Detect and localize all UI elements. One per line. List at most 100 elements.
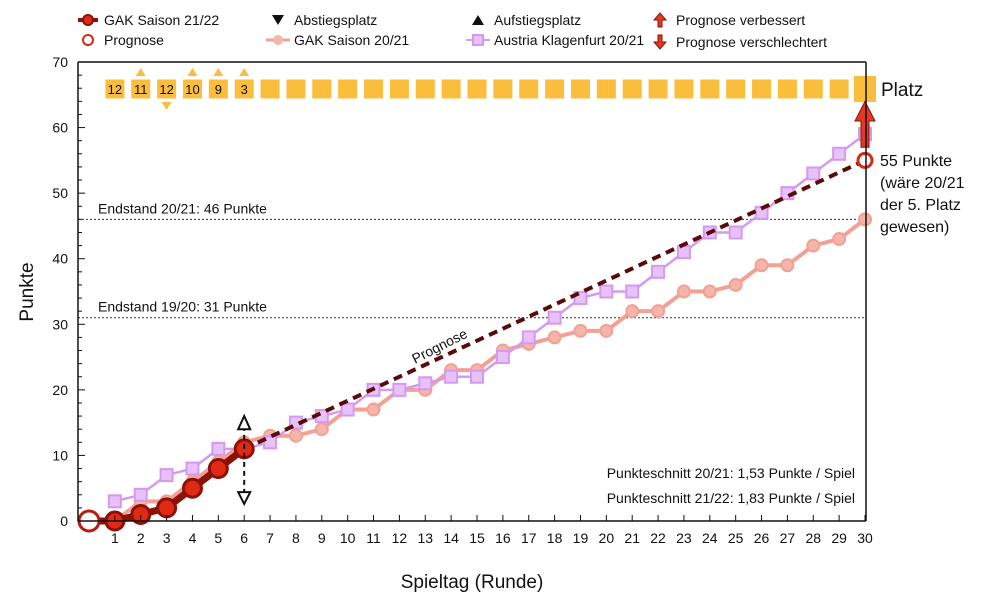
platz-box [467,79,487,99]
gak-2021-point [651,304,666,319]
y-tick-label: 20 [52,382,68,398]
y-tick-label: 30 [52,316,68,332]
platz-box [493,79,513,99]
prognose-line [243,158,866,451]
gak-2021-point [858,212,872,227]
x-tick-label: 20 [599,530,615,546]
platz-box [105,79,125,99]
legend-label: Prognose verschlechtert [676,34,827,50]
x-tick-label: 3 [163,530,171,546]
x-tick-label: 25 [728,530,744,546]
x-tick-label: 21 [624,530,640,546]
legend-label: Aufstiegsplatz [494,12,581,28]
platz-row: 12 11 12 10 9 3 [105,68,876,110]
platz-box [441,79,461,99]
platz-box [519,79,539,99]
legend-marker-icon [82,14,94,26]
legend-item-prognose: Prognose [82,32,164,48]
platz-value: 12 [159,82,173,97]
aufstiegsplatz-icon [236,413,252,431]
gak-2122-point [130,503,152,525]
legend-item-austria: Austria Klagenfurt 20/21 [466,32,644,48]
y-tick-label: 10 [52,447,68,463]
x-tick-label: 24 [702,530,718,546]
platz-box [338,79,358,99]
prognose-line-label: Prognose [409,325,470,367]
austria-point [392,382,407,397]
austria-point [444,369,459,384]
legend-marker-icon [272,15,284,25]
gak-2122-point [156,497,178,519]
x-tick-label: 2 [137,530,145,546]
platz-box [829,79,849,99]
legend-label: Abstiegsplatz [294,12,377,28]
austria-point [211,441,226,456]
platz-box [777,79,797,99]
austria-point [159,468,174,483]
annotation-line-3: der 5. Platz [880,197,961,214]
austria-point [418,376,433,391]
legend-label: Austria Klagenfurt 20/21 [494,32,644,48]
austria-point [470,369,484,384]
platz-box [545,79,565,99]
austria-point [599,284,614,299]
platz-up-icon [213,68,224,76]
gak-2021-point [780,258,795,273]
legend-marker-icon [652,12,668,28]
x-tick-label: 10 [340,530,356,546]
x-tick-label: 12 [392,530,408,546]
platz-box [674,79,694,99]
legend-marker-icon [273,35,283,45]
platz-box [286,79,306,99]
platz-up-icon [135,68,146,76]
x-tick-label: 11 [366,530,381,546]
austria-point [832,146,847,161]
x-tick-label: 8 [292,530,300,546]
gak-2122-point [181,477,203,499]
gak-2021-point [573,323,588,338]
platz-box [596,79,616,99]
legend-item-abstieg: Abstiegsplatz [272,12,377,28]
legend-item-verbessert: Prognose verbessert [652,12,805,28]
reference-line-label: Endstand 20/21: 46 Punkte [98,200,267,216]
abstiegsplatz-icon [236,491,252,507]
x-tick-label: 1 [111,530,119,546]
x-tick-label: 29 [831,530,847,546]
legend-label: GAK Saison 21/22 [104,12,219,28]
y-tick-label: 70 [52,54,68,70]
prognose-verbessert-icon [854,100,876,148]
x-tick-label: 23 [676,530,692,546]
austria-point [521,330,536,345]
annotation-line-4: gewesen) [880,219,949,236]
platz-down-icon [161,102,172,110]
x-tick-label: 7 [266,530,274,546]
austria-point [107,494,122,509]
legend-label: GAK Saison 20/21 [294,32,409,48]
gak-2021-point [676,284,691,299]
legend-marker-icon [472,34,484,46]
x-tick-label: 13 [417,530,433,546]
gak-2021-point [366,402,381,417]
platz-value: 12 [108,82,122,97]
platz-box [570,79,590,99]
x-tick-label: 15 [469,530,485,546]
legend-label: Prognose [104,32,164,48]
austria-point [263,435,278,450]
platz-box [622,79,642,99]
gak-2021-point [806,238,821,253]
stat-2122: Punkteschnitt 21/22: 1,83 Punkte / Spiel [607,490,855,506]
austria-point [806,166,821,181]
x-axis-label: Spieltag (Runde) [401,572,544,593]
platz-box [415,79,435,99]
annotation-line-2: (wäre 20/21 [880,175,965,192]
legend-marker-icon [652,34,668,50]
austria-point [133,487,148,502]
legend-item-gak2122: GAK Saison 21/22 [78,12,219,28]
x-tick-label: 28 [805,530,821,546]
platz-box [389,79,409,99]
y-tick-label: 40 [52,251,68,267]
legend-item-verschlechtert: Prognose verschlechtert [652,34,827,50]
gak-2021-point [625,304,640,319]
x-tick-label: 22 [650,530,666,546]
